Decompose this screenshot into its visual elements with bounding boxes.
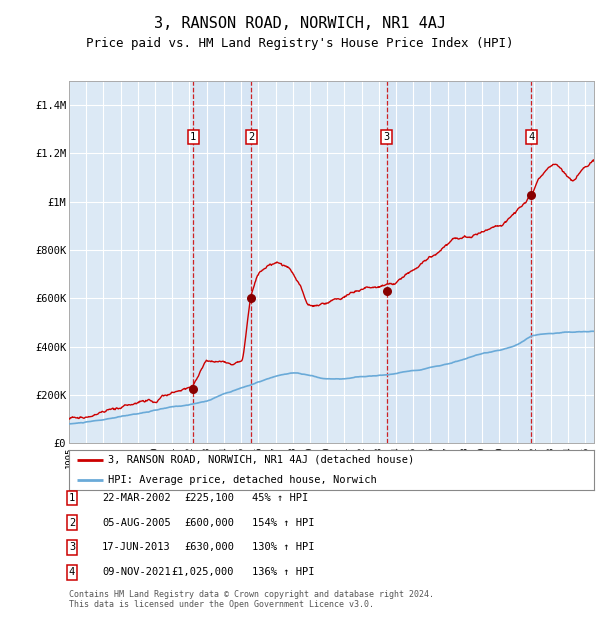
Text: 2: 2: [248, 132, 254, 142]
Text: 3, RANSON ROAD, NORWICH, NR1 4AJ (detached house): 3, RANSON ROAD, NORWICH, NR1 4AJ (detach…: [109, 454, 415, 464]
Text: Contains HM Land Registry data © Crown copyright and database right 2024.
This d: Contains HM Land Registry data © Crown c…: [69, 590, 434, 609]
Text: 17-JUN-2013: 17-JUN-2013: [102, 542, 171, 552]
Text: 136% ↑ HPI: 136% ↑ HPI: [252, 567, 314, 577]
Bar: [193, 81, 251, 443]
Text: £1,025,000: £1,025,000: [172, 567, 234, 577]
Text: 3: 3: [383, 132, 390, 142]
Text: 130% ↑ HPI: 130% ↑ HPI: [252, 542, 314, 552]
Text: £600,000: £600,000: [184, 518, 234, 528]
Text: 4: 4: [69, 567, 75, 577]
Text: HPI: Average price, detached house, Norwich: HPI: Average price, detached house, Norw…: [109, 475, 377, 485]
Text: 05-AUG-2005: 05-AUG-2005: [102, 518, 171, 528]
Bar: [387, 81, 532, 443]
Text: £630,000: £630,000: [184, 542, 234, 552]
Text: 1: 1: [190, 132, 196, 142]
Text: £225,100: £225,100: [184, 493, 234, 503]
Text: 2: 2: [69, 518, 75, 528]
Text: 4: 4: [528, 132, 535, 142]
Text: 154% ↑ HPI: 154% ↑ HPI: [252, 518, 314, 528]
Text: 1: 1: [69, 493, 75, 503]
Text: 22-MAR-2002: 22-MAR-2002: [102, 493, 171, 503]
Text: 45% ↑ HPI: 45% ↑ HPI: [252, 493, 308, 503]
Text: 09-NOV-2021: 09-NOV-2021: [102, 567, 171, 577]
Text: 3: 3: [69, 542, 75, 552]
Text: Price paid vs. HM Land Registry's House Price Index (HPI): Price paid vs. HM Land Registry's House …: [86, 37, 514, 50]
Text: 3, RANSON ROAD, NORWICH, NR1 4AJ: 3, RANSON ROAD, NORWICH, NR1 4AJ: [154, 16, 446, 30]
